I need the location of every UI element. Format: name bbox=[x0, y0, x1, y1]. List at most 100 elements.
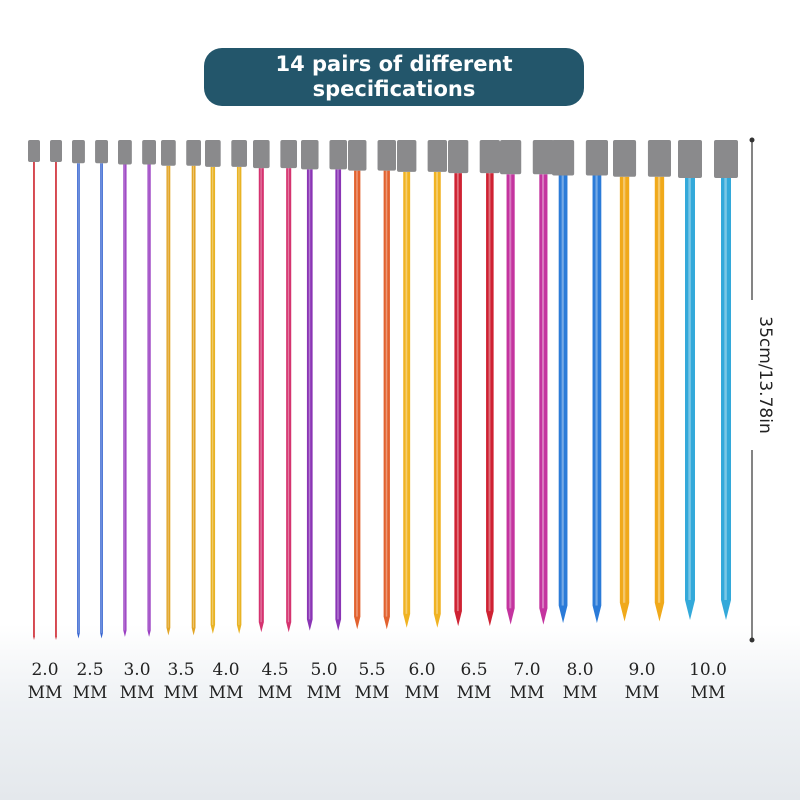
needle-highlight bbox=[724, 178, 727, 600]
size-label: 4.5 bbox=[261, 660, 288, 680]
needle bbox=[210, 166, 216, 634]
needle-cap bbox=[714, 140, 738, 178]
size-label: 5.0 bbox=[310, 660, 337, 680]
needle bbox=[654, 176, 665, 622]
needle bbox=[147, 164, 151, 637]
banner: 14 pairs of different specifications bbox=[204, 48, 584, 106]
needle-cap bbox=[329, 140, 347, 170]
unit-label: MM bbox=[307, 683, 342, 703]
needle-highlight bbox=[561, 175, 564, 606]
needle bbox=[306, 169, 313, 631]
needle-highlight bbox=[238, 166, 240, 625]
size-label: 6.0 bbox=[408, 660, 435, 680]
needle-cap bbox=[613, 140, 637, 177]
size-label: 10.0 bbox=[689, 660, 727, 680]
needle bbox=[619, 176, 630, 622]
needle bbox=[258, 168, 264, 633]
needle-cap bbox=[448, 140, 469, 174]
size-label: 5.5 bbox=[358, 660, 385, 680]
needle bbox=[100, 163, 103, 639]
needle-highlight bbox=[405, 171, 408, 614]
needle-cap bbox=[397, 140, 417, 172]
needle bbox=[77, 163, 80, 639]
needle-highlight bbox=[124, 164, 126, 631]
unit-label: MM bbox=[209, 683, 244, 703]
dimension-label: 35cm/13.78in bbox=[755, 316, 775, 433]
needle-highlight bbox=[148, 164, 150, 631]
unit-label: MM bbox=[120, 683, 155, 703]
needle-cap bbox=[647, 140, 671, 177]
needle-highlight bbox=[308, 169, 311, 620]
needle-cap bbox=[301, 140, 319, 170]
unit-label: MM bbox=[691, 683, 726, 703]
needle bbox=[286, 168, 292, 633]
needle-highlight bbox=[385, 170, 388, 617]
needle bbox=[685, 178, 695, 620]
needle-cap bbox=[678, 140, 702, 178]
needle-cap bbox=[186, 140, 201, 166]
needle bbox=[433, 171, 441, 628]
needle bbox=[166, 165, 171, 636]
dimension-label-bg bbox=[742, 300, 762, 450]
needle-cap bbox=[280, 140, 297, 169]
needle-cap bbox=[205, 140, 221, 167]
size-label: 3.0 bbox=[123, 660, 150, 680]
banner-title: 14 pairs of different specifications bbox=[275, 52, 513, 101]
unit-label: MM bbox=[73, 683, 108, 703]
needle bbox=[123, 164, 127, 637]
needle bbox=[558, 175, 568, 624]
needle-cap bbox=[231, 140, 247, 167]
needle-cap bbox=[161, 140, 176, 166]
needle-cap bbox=[348, 140, 367, 171]
needle bbox=[539, 174, 548, 625]
needle-highlight bbox=[78, 163, 79, 634]
needle-highlight bbox=[212, 166, 214, 625]
needle bbox=[592, 175, 602, 624]
size-label: 6.5 bbox=[460, 660, 487, 680]
needle-cap bbox=[28, 140, 40, 162]
needle-cap bbox=[253, 140, 270, 169]
unit-label: MM bbox=[625, 683, 660, 703]
needle bbox=[236, 166, 242, 634]
needle-highlight bbox=[436, 171, 438, 614]
needle-highlight bbox=[456, 173, 459, 612]
dimension-end bbox=[749, 637, 755, 643]
size-label: 2.5 bbox=[76, 660, 103, 680]
needle-highlight bbox=[595, 175, 598, 606]
unit-label: MM bbox=[258, 683, 293, 703]
needle bbox=[486, 173, 494, 627]
needle-highlight bbox=[192, 165, 194, 628]
needle-cap bbox=[118, 140, 132, 165]
size-label: 9.0 bbox=[628, 660, 655, 680]
unit-label: MM bbox=[28, 683, 63, 703]
needle-cap bbox=[377, 140, 396, 171]
needle-highlight bbox=[260, 168, 262, 623]
needle-cap bbox=[500, 140, 522, 175]
needle-cap bbox=[585, 140, 608, 176]
needle-cap bbox=[532, 140, 554, 175]
needle bbox=[454, 173, 462, 627]
needle-highlight bbox=[337, 169, 339, 620]
needle-highlight bbox=[509, 174, 512, 609]
needle-highlight bbox=[101, 163, 102, 634]
needle bbox=[33, 162, 35, 640]
needle-cap bbox=[95, 140, 108, 164]
needle-highlight bbox=[167, 165, 169, 628]
needle-cap bbox=[427, 140, 447, 172]
needle bbox=[354, 170, 361, 630]
needle bbox=[403, 171, 411, 628]
needle-cap bbox=[552, 140, 575, 176]
needle bbox=[55, 162, 57, 640]
unit-label: MM bbox=[510, 683, 545, 703]
needle bbox=[335, 169, 342, 631]
needle-cap bbox=[50, 140, 62, 162]
needle-highlight bbox=[356, 170, 358, 617]
needle-highlight bbox=[33, 162, 35, 636]
needle-cap bbox=[72, 140, 85, 164]
size-label: 8.0 bbox=[566, 660, 593, 680]
needle bbox=[383, 170, 390, 630]
needle-highlight bbox=[287, 168, 290, 623]
needle-cap bbox=[479, 140, 500, 174]
unit-label: MM bbox=[457, 683, 492, 703]
